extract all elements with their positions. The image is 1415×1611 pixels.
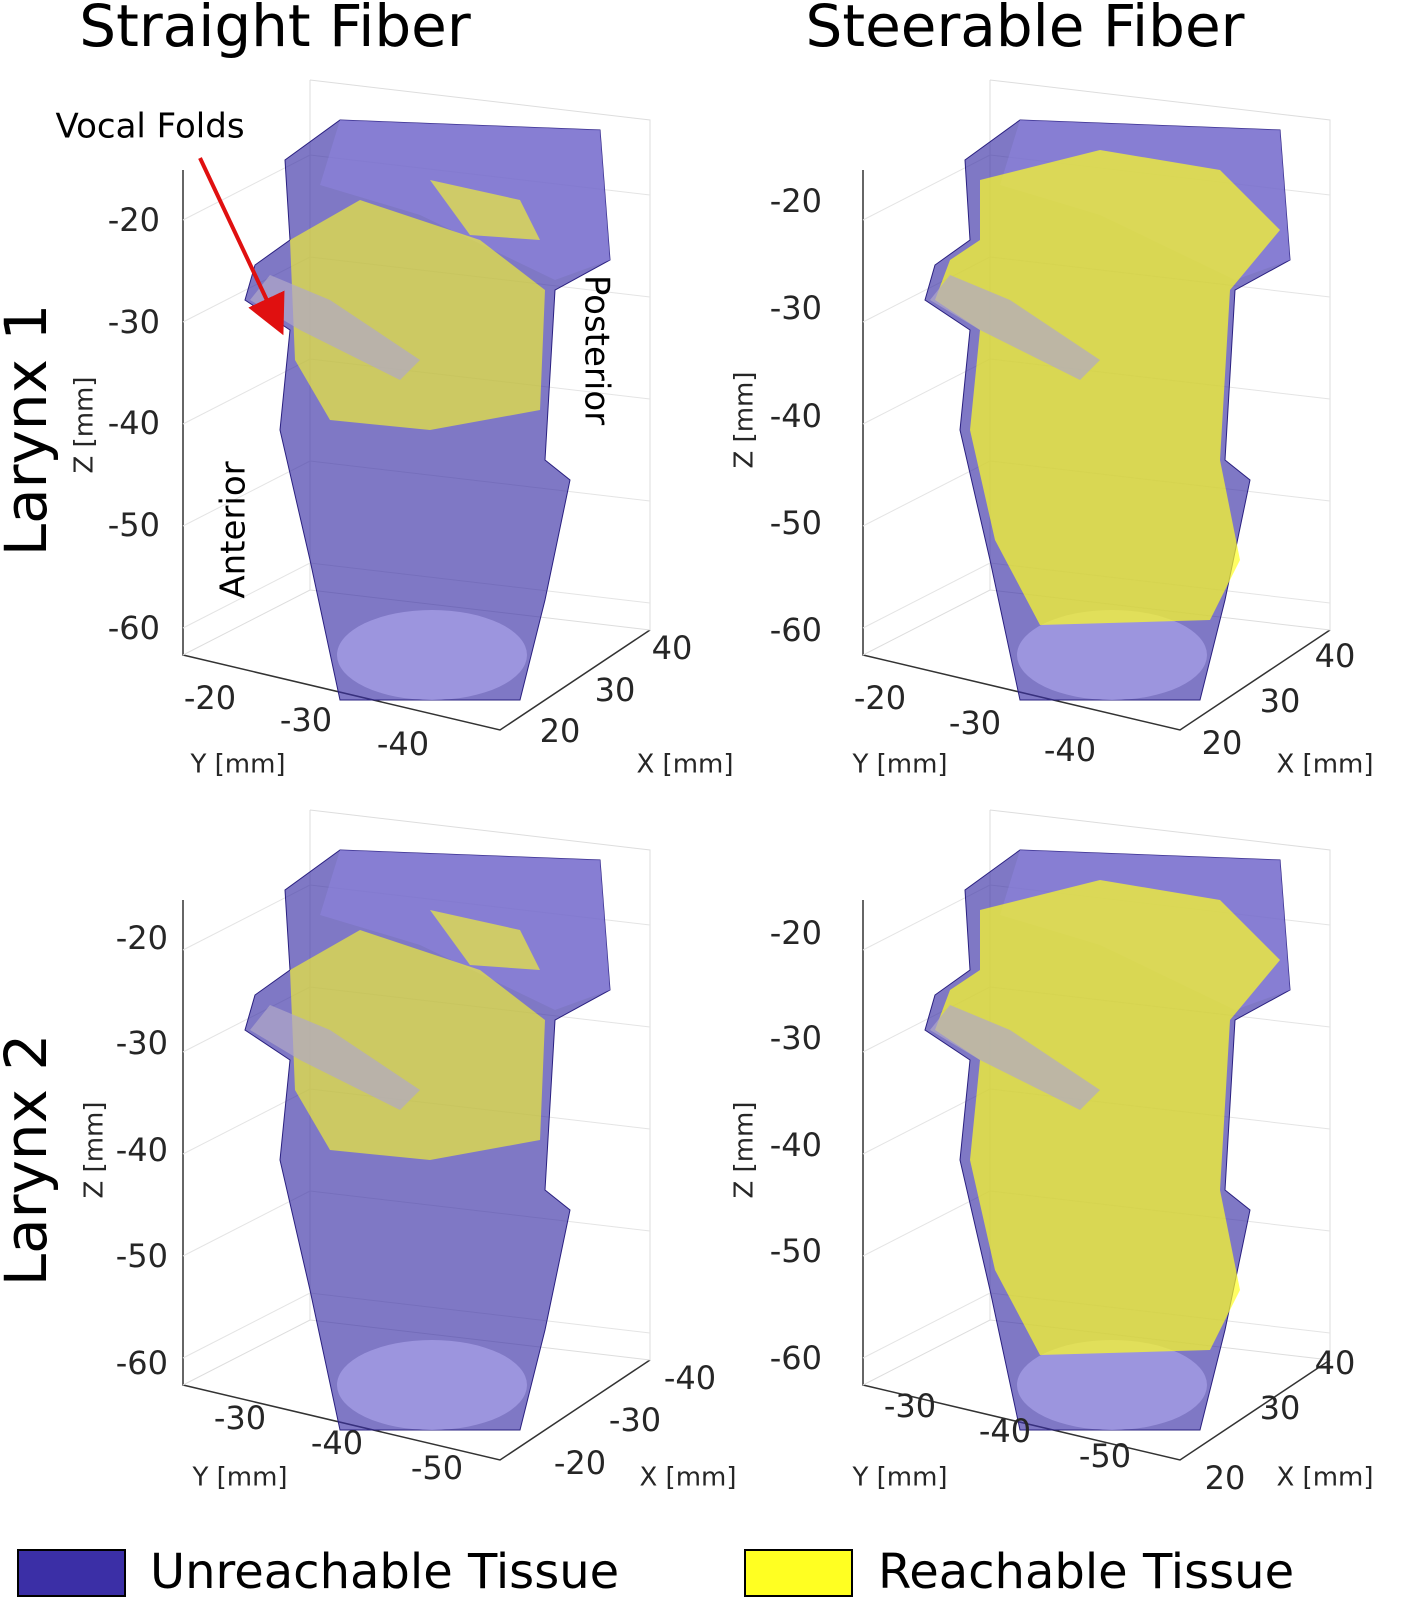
x-axis-label: X [mm] xyxy=(1276,750,1373,780)
z-tick-label: -40 xyxy=(108,404,160,442)
z-tick-label: -30 xyxy=(770,1019,822,1057)
x-axis-label: X [mm] xyxy=(639,1463,736,1493)
z-tick-label: -20 xyxy=(770,914,822,952)
x-tick-label: -20 xyxy=(554,1444,606,1482)
vocal-fold xyxy=(930,1005,1100,1110)
z-tick-label: -60 xyxy=(108,609,160,647)
z-tick-label: -20 xyxy=(108,201,160,239)
tissue-bottom xyxy=(1017,1340,1207,1430)
y-tick-label: -30 xyxy=(949,704,1001,742)
y-tick-label: -40 xyxy=(1044,731,1096,769)
x-tick-label: 30 xyxy=(595,671,636,709)
tissue-reachable xyxy=(430,910,540,970)
z-tick-label: -20 xyxy=(116,919,168,957)
vocal-fold xyxy=(930,275,1100,380)
tissue-reachable xyxy=(430,180,540,240)
row-label: Larynx 2 xyxy=(0,1034,60,1286)
y-tick-label: -50 xyxy=(1079,1437,1131,1475)
z-tick-label: -60 xyxy=(116,1344,168,1382)
tissue-bottom xyxy=(1017,610,1207,700)
legend-label: Unreachable Tissue xyxy=(150,1544,619,1600)
y-axis-label: Y [mm] xyxy=(191,1463,287,1493)
y-tick-label: -40 xyxy=(979,1412,1031,1450)
panel xyxy=(862,809,1331,1461)
x-tick-label: 30 xyxy=(1260,682,1301,720)
y-tick-label: -40 xyxy=(377,725,429,763)
z-tick-label: -60 xyxy=(770,611,822,649)
x-tick-label: -40 xyxy=(664,1359,716,1397)
z-tick-label: -40 xyxy=(770,397,822,435)
z-tick-label: -40 xyxy=(770,1126,822,1164)
y-axis-label: Y [mm] xyxy=(851,1463,947,1493)
x-tick-label: -30 xyxy=(609,1401,661,1439)
legend-swatch xyxy=(17,1549,126,1597)
annotation: Vocal Folds xyxy=(55,107,244,147)
z-tick-label: -30 xyxy=(770,289,822,327)
tissue-reachable xyxy=(290,200,545,430)
z-axis-label: Z [mm] xyxy=(70,376,100,473)
z-axis-label: Z [mm] xyxy=(80,1101,110,1198)
column-title: Steerable Fiber xyxy=(806,0,1245,60)
z-tick-label: -50 xyxy=(108,506,160,544)
x-tick-label: 40 xyxy=(1315,637,1356,675)
z-tick-label: -20 xyxy=(770,182,822,220)
z-tick-label: -50 xyxy=(770,1232,822,1270)
z-axis-label: Z [mm] xyxy=(730,371,760,468)
z-tick-label: -50 xyxy=(770,504,822,542)
annotation: Posterior xyxy=(577,275,617,425)
tissue-bottom xyxy=(337,1340,527,1430)
y-tick-label: -30 xyxy=(214,1399,266,1437)
x-tick-label: 40 xyxy=(652,629,693,667)
tissue-reachable xyxy=(935,880,1280,1355)
annotation-arrow xyxy=(198,157,285,336)
y-tick-label: -20 xyxy=(184,679,236,717)
tissue-reachable xyxy=(290,930,545,1160)
z-axis-label: Z [mm] xyxy=(730,1101,760,1198)
x-tick-label: 20 xyxy=(540,712,581,750)
column-title: Straight Fiber xyxy=(79,0,471,60)
vocal-fold xyxy=(250,1005,420,1110)
annotation: Anterior xyxy=(214,461,254,598)
x-tick-label: 40 xyxy=(1315,1344,1356,1382)
y-tick-label: -30 xyxy=(280,701,332,739)
x-tick-label: 20 xyxy=(1202,724,1243,762)
tissue-reachable xyxy=(935,150,1280,625)
legend: Unreachable Tissue Reachable Tissue xyxy=(17,1544,1294,1600)
panel xyxy=(182,809,651,1461)
y-tick-label: -50 xyxy=(411,1449,463,1487)
panel xyxy=(182,79,651,731)
z-tick-label: -40 xyxy=(116,1131,168,1169)
legend-label: Reachable Tissue xyxy=(878,1544,1294,1600)
panel xyxy=(862,79,1331,731)
z-tick-label: -30 xyxy=(116,1024,168,1062)
z-tick-label: -60 xyxy=(770,1339,822,1377)
y-axis-label: Y [mm] xyxy=(851,750,947,780)
y-axis-label: Y [mm] xyxy=(189,750,285,780)
z-tick-label: -50 xyxy=(116,1237,168,1275)
legend-swatch xyxy=(744,1549,853,1597)
y-tick-label: -20 xyxy=(854,679,906,717)
vocal-fold xyxy=(250,275,420,380)
x-tick-label: 20 xyxy=(1205,1459,1246,1497)
x-tick-label: 30 xyxy=(1260,1389,1301,1427)
row-label: Larynx 1 xyxy=(0,304,60,556)
y-tick-label: -40 xyxy=(311,1424,363,1462)
x-axis-label: X [mm] xyxy=(636,750,733,780)
z-tick-label: -30 xyxy=(108,303,160,341)
tissue-bottom xyxy=(337,610,527,700)
y-tick-label: -30 xyxy=(884,1387,936,1425)
x-axis-label: X [mm] xyxy=(1276,1463,1373,1493)
